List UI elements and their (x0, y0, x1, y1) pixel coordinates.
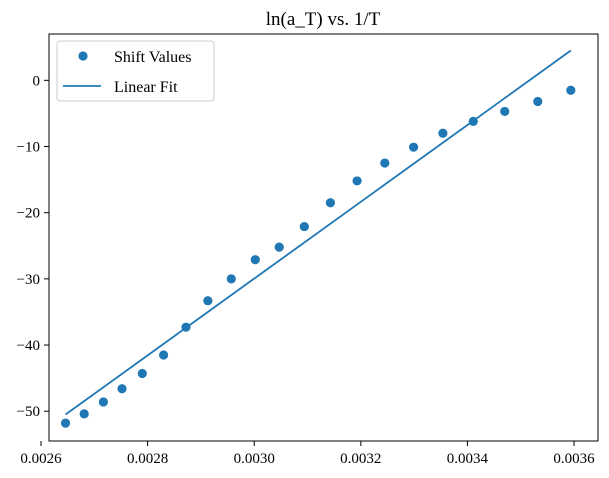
data-point (380, 158, 390, 168)
data-point (274, 242, 284, 252)
legend-marker-scatter (78, 51, 88, 61)
chart-title: ln(a_T) vs. 1/T (266, 9, 381, 30)
data-point (533, 96, 543, 107)
axes: 0.0026 0.0028 0.0030 0.0032 0.0034 0.0036 −50 −… (17, 33, 599, 467)
data-point (325, 198, 336, 208)
data-point (438, 128, 448, 138)
y-tick-label: −20 (17, 206, 40, 222)
data-point (203, 296, 213, 306)
legend-label-linear-fit: Linear Fit (114, 79, 178, 96)
data-point (352, 176, 362, 186)
legend-label-shift-values: Shift Values (114, 49, 191, 66)
y-tick-label: −10 (17, 140, 40, 156)
data-point (299, 221, 309, 232)
x-tick-label: 0.0026 (20, 451, 62, 467)
x-tick-label: 0.0036 (553, 451, 595, 467)
y-tick-label: 0 (33, 73, 41, 89)
data-point (226, 274, 236, 284)
data-point (500, 106, 510, 117)
data-point (60, 418, 71, 428)
y-tick-label: −40 (17, 338, 40, 354)
data-point (566, 85, 576, 95)
data-point (159, 350, 169, 360)
data-point (137, 368, 147, 379)
data-point (79, 409, 89, 419)
plot-area (60, 49, 576, 428)
axes-frame (48, 33, 599, 442)
data-point (250, 255, 260, 265)
legend: Shift Values Linear Fit (56, 40, 215, 102)
data-point (117, 384, 127, 394)
y-tick-label: −50 (17, 404, 40, 420)
x-tick-label: 0.0034 (447, 451, 489, 467)
data-point (98, 397, 108, 407)
x-tick-label: 0.0028 (127, 451, 168, 467)
x-tick-label: 0.0030 (234, 451, 275, 467)
fit-line (64, 49, 572, 416)
data-point (408, 142, 419, 152)
x-tick-label: 0.0032 (340, 451, 381, 467)
y-tick-label: −30 (17, 272, 40, 288)
